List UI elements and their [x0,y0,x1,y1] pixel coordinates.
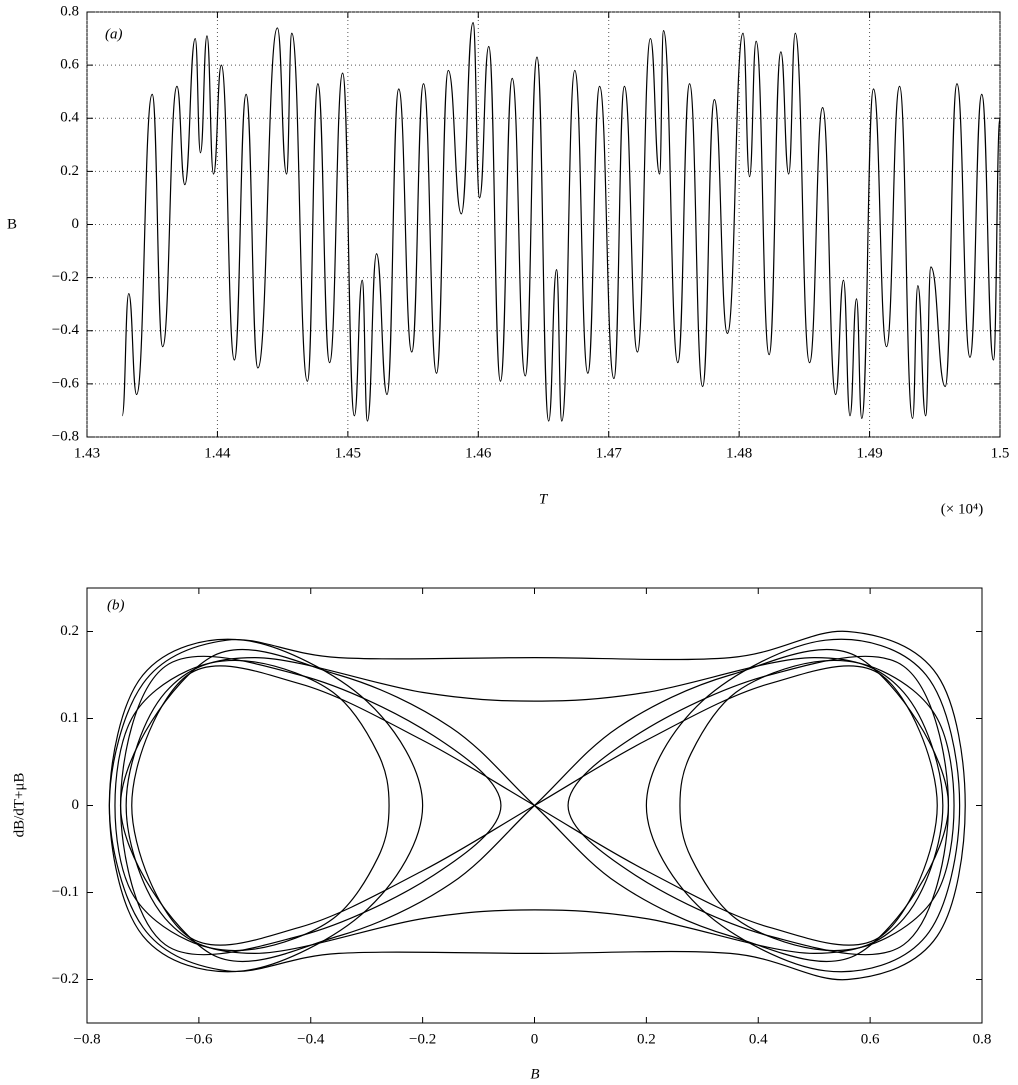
y-tick-label: −0.6 [52,375,80,391]
data-line [114,659,390,952]
x-tick-label: 0.8 [973,1031,992,1047]
data-line [645,638,961,973]
x-multiplier: (× 10⁴) [941,501,983,517]
data-line [679,659,955,952]
x-tick-label: −0.8 [73,1031,100,1047]
x-tick-label: −0.4 [297,1031,325,1047]
y-tick-label: 0 [72,216,80,232]
y-tick-label: 0 [72,797,80,813]
y-tick-label: 0.4 [60,110,79,126]
y-tick-label: −0.2 [52,971,79,987]
x-tick-label: 1.45 [335,445,361,461]
x-axis-label: B [530,1066,539,1082]
x-tick-label: 1.43 [74,445,100,461]
data-line [119,655,502,956]
y-axis-label: B [7,216,17,232]
x-tick-label: 1.48 [726,445,752,461]
y-tick-label: 0.2 [60,623,79,639]
x-tick-label: 1.5 [991,445,1010,461]
y-tick-label: 0.8 [60,3,79,19]
x-tick-label: 0.2 [637,1031,656,1047]
y-tick-label: 0.2 [60,163,79,179]
data-line [108,638,424,973]
x-tick-label: −0.6 [185,1031,213,1047]
y-tick-label: −0.1 [52,884,79,900]
x-tick-label: 0.6 [861,1031,880,1047]
y-tick-label: 0.1 [60,710,79,726]
x-tick-label: 0 [531,1031,539,1047]
data-line [131,665,938,946]
y-tick-label: 0.6 [60,57,79,73]
x-tick-label: 0.4 [749,1031,768,1047]
panel-label: (b) [107,597,125,613]
data-line [119,648,950,963]
data-line [567,655,950,956]
x-tick-label: 1.49 [856,445,882,461]
y-axis-label: dB/dT+μB [11,773,27,838]
x-tick-label: −0.2 [409,1031,436,1047]
y-tick-label: −0.8 [52,428,79,444]
y-tick-label: −0.2 [52,269,79,285]
y-tick-label: −0.4 [52,322,80,338]
data-line [121,22,1001,422]
x-axis-label: T [539,491,549,507]
data-line [108,630,966,981]
x-tick-label: 1.46 [465,445,492,461]
data-line [125,656,944,955]
panel-label: (a) [105,26,123,42]
x-tick-label: 1.44 [204,445,231,461]
x-tick-label: 1.47 [596,445,623,461]
